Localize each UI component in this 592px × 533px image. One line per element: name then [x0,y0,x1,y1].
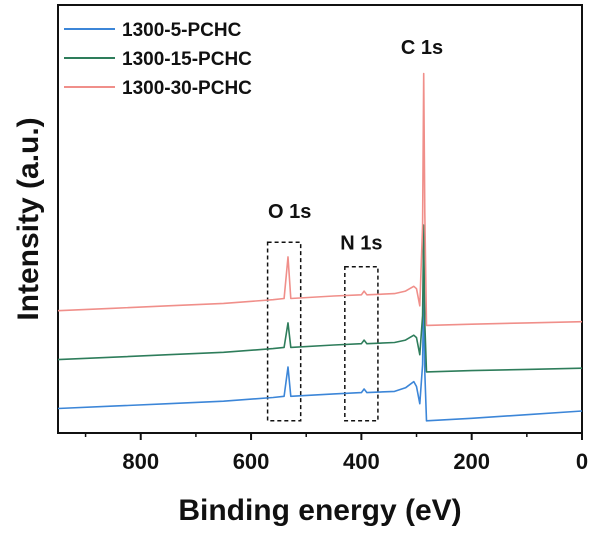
series-line-3 [57,72,583,327]
x-tick-label-2: 600 [233,449,270,474]
legend-label-2: 1300-15-PCHC [122,49,252,70]
legend: 1300-5-PCHC 1300-15-PCHC 1300-30-PCHC [64,20,252,99]
dashed-box-1 [266,241,302,422]
plot-frame [57,4,583,434]
x-tick-label-3: 400 [343,449,380,474]
x-axis-ticks: 800 600 400 200 0 [84,433,588,474]
peak-label-3: N 1s [340,233,382,255]
annotations: C 1s O 1s N 1s [268,37,443,255]
x-tick-label-1: 800 [122,449,159,474]
x-tick-label-4: 200 [453,449,490,474]
series-line-1 [57,285,583,422]
y-axis-label: Intensity (a.u.) [12,117,45,320]
legend-label-3: 1300-30-PCHC [122,78,252,99]
peak-label-2: O 1s [268,201,311,223]
series-layer [57,72,583,422]
peak-label-1: C 1s [401,37,443,59]
series-line-2 [57,224,583,373]
x-tick-label-5: 0 [576,449,588,474]
x-axis-label: Binding energy (eV) [178,494,461,527]
legend-label-1: 1300-5-PCHC [122,20,242,41]
